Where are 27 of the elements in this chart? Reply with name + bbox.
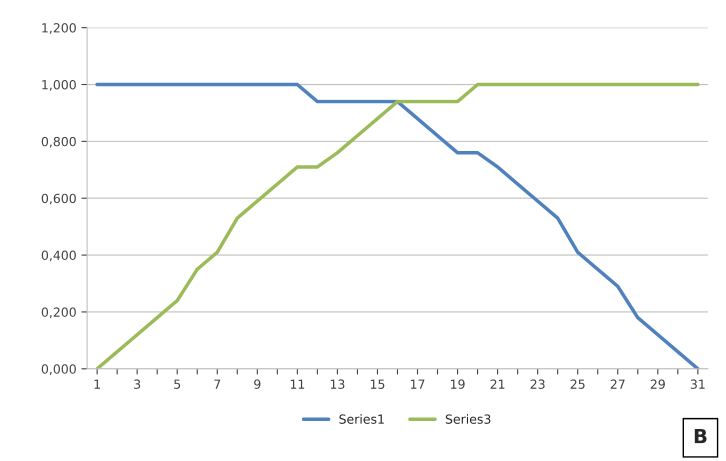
x-tick-label: 29 <box>650 379 665 389</box>
y-tick-label: 1,000 <box>42 80 76 91</box>
x-tick-label: 15 <box>370 380 384 389</box>
x-tick-label: 13 <box>330 379 344 389</box>
y-tick-label: 0,400 <box>42 250 76 262</box>
y-tick-label: 1,200 <box>42 23 76 34</box>
x-tick-label: 5 <box>174 380 180 389</box>
x-tick-label: 1 <box>94 380 100 389</box>
x-tick-label: 3 <box>134 379 140 389</box>
x-tick-label: 23 <box>530 379 545 389</box>
legend-label: Series1 <box>339 414 384 424</box>
x-tick-label: 19 <box>450 379 465 389</box>
y-tick-label: 0,200 <box>42 307 76 318</box>
line-series <box>95 82 700 369</box>
y-tick-label: 0,000 <box>42 364 76 375</box>
x-tick-label: 11 <box>290 380 304 389</box>
legend-label: Series3 <box>446 414 490 424</box>
x-tick-label: 31 <box>690 379 705 389</box>
x-tick-label: 25 <box>570 379 585 389</box>
y-tick-label: 0,800 <box>42 136 76 148</box>
x-tick-label: 17 <box>410 380 424 389</box>
x-tick-label: 27 <box>610 379 625 389</box>
text: B <box>694 428 706 444</box>
y-tick-label: 0,600 <box>42 194 76 204</box>
x-tick-label: 21 <box>490 379 504 389</box>
x-tick-label: 7 <box>214 380 220 389</box>
x-tick-label: 9 <box>254 379 260 389</box>
